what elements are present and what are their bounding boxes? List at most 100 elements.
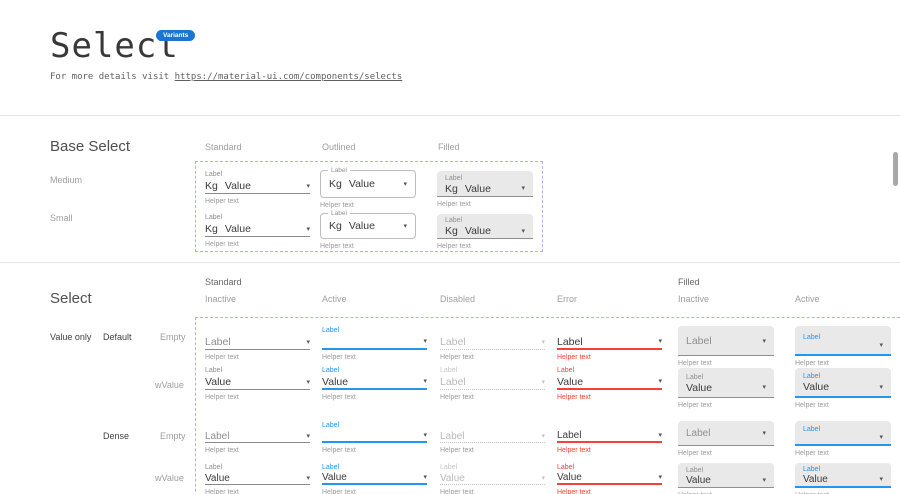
helper-text: Helper text [320, 202, 354, 209]
column-header-error: Error [557, 294, 577, 304]
select-standard-inactive-empty-dense[interactable]: Label Label▾ Helper text [205, 421, 310, 454]
select-filled-active-empty[interactable]: Label ▾ Helper text [795, 326, 891, 367]
select-floating-label: Label [445, 217, 463, 224]
row-group-default: Default [103, 332, 132, 342]
dropdown-arrow-icon: ▾ [423, 432, 427, 439]
select-standard-inactive-wvalue-dense[interactable]: Label Value ▾ Helper text [205, 463, 310, 494]
select-floating-label: Label [557, 367, 575, 374]
dropdown-arrow-icon: ▾ [879, 341, 883, 349]
dropdown-arrow-icon: ▾ [423, 474, 427, 481]
dropdown-arrow-icon: ▾ [541, 338, 545, 346]
dropdown-arrow-icon: ▾ [521, 227, 525, 235]
select-placeholder: Label [557, 335, 583, 348]
material-ui-link[interactable]: https://material-ui.com/components/selec… [174, 72, 403, 82]
dropdown-arrow-icon: ▾ [879, 383, 883, 391]
base-select-filled-small[interactable]: Label Kg Value ▾ Helper text [437, 214, 533, 250]
variants-badge: Variants [156, 30, 196, 41]
select-standard-error-wvalue-dense[interactable]: Label Value ▾ Helper text [557, 463, 662, 494]
select-filled-active-empty-dense[interactable]: Label ▾ Helper text [795, 421, 891, 457]
select-filled-active-wvalue[interactable]: Label Value ▾ Helper text [795, 368, 891, 409]
dropdown-arrow-icon: ▾ [423, 338, 427, 345]
select-filled-inactive-empty-dense[interactable]: Label ▾ Helper text [678, 421, 774, 457]
base-select-outlined-medium[interactable]: Label Kg Value ▾ Helper text [320, 167, 416, 209]
select-value: Value [224, 223, 251, 235]
helper-text: Helper text [795, 450, 829, 457]
dropdown-arrow-icon: ▾ [879, 476, 883, 483]
select-standard-error-wvalue[interactable]: Label Value ▾ Helper text [557, 366, 662, 401]
select-floating-label: Label [803, 466, 821, 473]
select-standard-active-wvalue[interactable]: Label Value ▾ Helper text [322, 366, 427, 401]
helper-text: Helper text [557, 394, 591, 401]
helper-text: Helper text [678, 450, 712, 457]
group-header-filled: Filled [678, 277, 700, 287]
select-placeholder: Label [440, 336, 466, 348]
helper-text: Helper text [437, 201, 471, 208]
dropdown-arrow-icon: ▾ [306, 182, 310, 190]
select-filled-inactive-wvalue[interactable]: Label Value ▾ Helper text [678, 368, 774, 409]
dropdown-arrow-icon: ▾ [306, 378, 310, 386]
select-value: Value [557, 375, 584, 388]
select-floating-label: Label [686, 466, 704, 474]
select-standard-active-wvalue-dense[interactable]: Label Value ▾ Helper text [322, 463, 427, 494]
divider-top [0, 115, 900, 116]
helper-text: Helper text [205, 489, 239, 494]
helper-text: Helper text [795, 492, 891, 494]
select-notch-label: Label [328, 210, 350, 218]
dropdown-arrow-icon: ▾ [521, 185, 525, 192]
divider-middle [0, 262, 900, 263]
dropdown-arrow-icon: ▾ [762, 430, 766, 437]
dropdown-arrow-icon: ▾ [658, 378, 662, 385]
base-select-standard-small[interactable]: Label Kg Value ▾ Helper text [205, 213, 310, 248]
select-prefix: Kg [329, 220, 342, 232]
select-standard-inactive-empty[interactable]: Label Label▾ Helper text [205, 326, 310, 361]
dropdown-arrow-icon: ▾ [879, 434, 883, 441]
select-placeholder: Label [440, 430, 465, 442]
select-floating-label: Label [803, 333, 821, 341]
select-standard-disabled-wvalue: Label Label ▾ Helper text [440, 366, 545, 401]
helper-text: Helper text [205, 241, 239, 248]
select-standard-active-empty-dense[interactable]: Label ▾ Helper text [322, 421, 427, 454]
select-value: Value [205, 376, 232, 388]
select-standard-error-empty[interactable]: Label Label▾ Helper text [557, 326, 662, 361]
group-header-standard: Standard [205, 277, 242, 287]
helper-text: Helper text [205, 354, 239, 361]
select-value: Value [557, 472, 582, 483]
select-notch-label: Label [328, 167, 350, 175]
dropdown-arrow-icon: ▾ [762, 476, 766, 484]
base-select-standard-medium[interactable]: Label Kg Value ▾ Helper text [205, 170, 310, 205]
helper-text: Helper text [322, 489, 356, 494]
select-value: Value [440, 472, 465, 484]
column-header-inactive-fil: Inactive [678, 294, 710, 304]
select-standard-active-empty[interactable]: Label ▾ Helper text [322, 326, 427, 361]
select-standard-disabled-empty: Label Label▾ Helper text [440, 326, 545, 361]
base-select-outlined-small[interactable]: Label Kg Value ▾ Helper text [320, 210, 416, 250]
dropdown-arrow-icon: ▾ [541, 378, 545, 386]
details-line: For more details visit https://material-… [50, 72, 402, 82]
dropdown-arrow-icon: ▾ [541, 474, 545, 482]
row-group-dense: Dense [103, 431, 130, 441]
select-filled-inactive-empty[interactable]: Label ▾ Helper text [678, 326, 774, 367]
select-floating-label: Label [557, 464, 575, 471]
select-filled-inactive-wvalue-dense[interactable]: Label Value ▾ Helper text [678, 463, 774, 494]
select-floating-label: Label [803, 373, 821, 380]
dropdown-arrow-icon: ▾ [306, 338, 310, 346]
helper-text: Helper text [437, 243, 471, 250]
column-header-active-std: Active [322, 294, 347, 304]
select-filled-active-wvalue-dense[interactable]: Label Value ▾ Helper text [795, 463, 891, 494]
row-variant-wvalue-dense: wValue [155, 473, 184, 483]
select-placeholder: Label [205, 430, 230, 442]
base-select-filled-medium[interactable]: Label Kg Value ▾ Helper text [437, 171, 533, 208]
select-value: Value [686, 381, 713, 394]
select-prefix: Kg [445, 225, 458, 237]
row-variant-empty-default: Empty [160, 332, 186, 342]
select-floating-label: Label [803, 426, 821, 433]
select-prefix: Kg [205, 223, 218, 235]
dropdown-arrow-icon: ▾ [306, 432, 310, 440]
select-floating-label: Label [205, 464, 223, 471]
scrollbar-thumb[interactable] [893, 152, 898, 186]
select-value: Value [464, 225, 491, 237]
select-standard-inactive-wvalue[interactable]: Label Value ▾ Helper text [205, 366, 310, 401]
select-floating-label: Label [205, 367, 223, 374]
column-header-outlined: Outlined [322, 142, 356, 152]
select-standard-error-empty-dense[interactable]: Label Label▾ Helper text [557, 421, 662, 454]
